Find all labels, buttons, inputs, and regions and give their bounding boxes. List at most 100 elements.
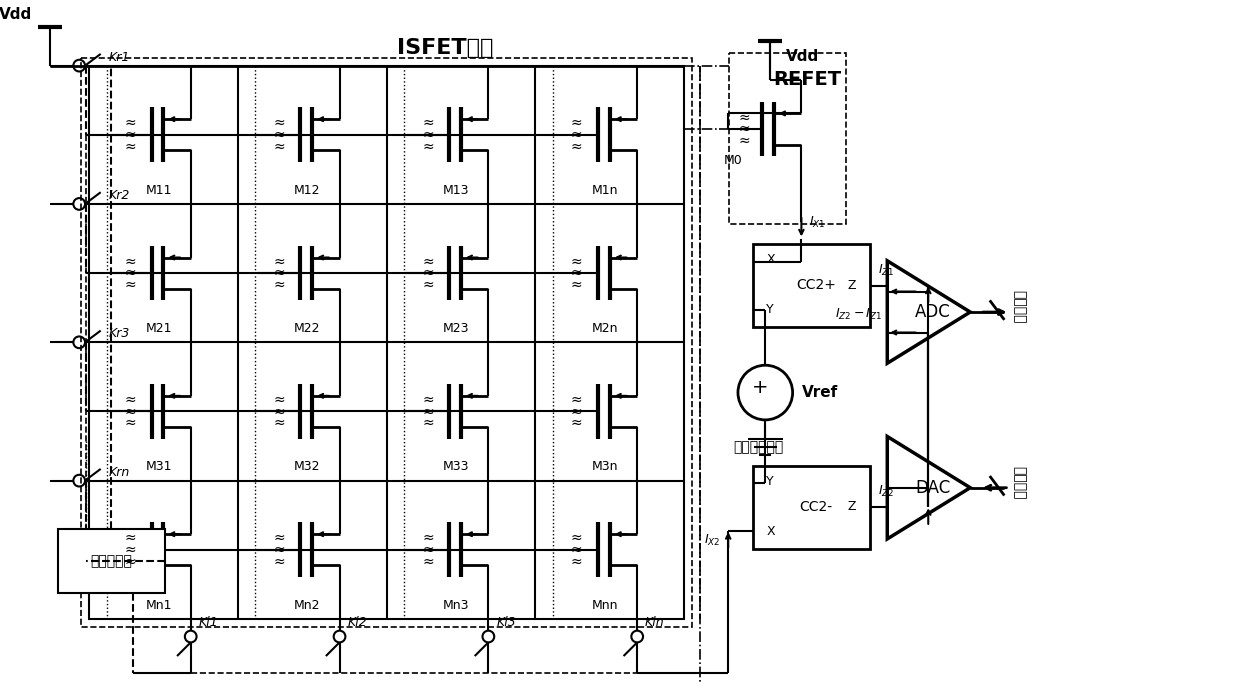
Text: ≈: ≈ xyxy=(124,139,136,154)
Text: $I_{X1}$: $I_{X1}$ xyxy=(810,214,826,229)
Text: ≈: ≈ xyxy=(124,254,136,269)
Text: +: + xyxy=(753,378,769,397)
Text: M21: M21 xyxy=(145,322,172,335)
Text: Kr2: Kr2 xyxy=(108,189,130,202)
Text: ≈: ≈ xyxy=(570,404,583,418)
Text: ≈: ≈ xyxy=(124,416,136,430)
Text: X: X xyxy=(766,254,775,267)
Text: REFET: REFET xyxy=(774,70,842,90)
Text: ≈: ≈ xyxy=(570,278,583,292)
Text: ≈: ≈ xyxy=(273,531,285,545)
Text: ≈: ≈ xyxy=(422,416,434,430)
Text: M13: M13 xyxy=(443,183,470,196)
Bar xyxy=(753,466,869,548)
Text: ≈: ≈ xyxy=(273,116,285,130)
Text: ≈: ≈ xyxy=(124,266,136,280)
Text: ≈: ≈ xyxy=(570,543,583,557)
Text: ≈: ≈ xyxy=(422,127,434,142)
Text: ≈: ≈ xyxy=(273,555,285,568)
Text: ≈: ≈ xyxy=(273,266,285,280)
Text: ≈: ≈ xyxy=(124,404,136,418)
Text: Mn1: Mn1 xyxy=(145,599,172,612)
Text: ≈: ≈ xyxy=(570,254,583,269)
Text: M22: M22 xyxy=(294,322,321,335)
Text: ≈: ≈ xyxy=(124,116,136,130)
Text: ≈: ≈ xyxy=(422,116,434,130)
Text: ≈: ≈ xyxy=(422,254,434,269)
Text: Z: Z xyxy=(848,500,856,513)
Text: ≈: ≈ xyxy=(570,139,583,154)
Text: Z: Z xyxy=(848,279,856,291)
Text: ≈: ≈ xyxy=(570,116,583,130)
Text: M33: M33 xyxy=(443,460,470,473)
Text: ISFET阵列: ISFET阵列 xyxy=(397,38,494,58)
Text: M32: M32 xyxy=(294,460,321,473)
Text: M31: M31 xyxy=(145,460,172,473)
Text: ≈: ≈ xyxy=(273,278,285,292)
Text: ≈: ≈ xyxy=(124,531,136,545)
Text: M23: M23 xyxy=(443,322,470,335)
Text: 系统输出: 系统输出 xyxy=(1012,290,1025,324)
Text: ≈: ≈ xyxy=(273,254,285,269)
Text: Kr1: Kr1 xyxy=(108,51,130,63)
Text: CC2-: CC2- xyxy=(800,500,832,514)
Text: $I_{X2}$: $I_{X2}$ xyxy=(704,533,720,548)
Text: ≈: ≈ xyxy=(273,393,285,407)
Text: Y: Y xyxy=(766,303,774,316)
Text: ≈: ≈ xyxy=(273,127,285,142)
Text: ≈: ≈ xyxy=(570,531,583,545)
Bar xyxy=(89,65,684,619)
Text: ≈: ≈ xyxy=(124,555,136,568)
Text: Kl3: Kl3 xyxy=(496,616,516,629)
Text: ≈: ≈ xyxy=(739,122,750,136)
Text: ≈: ≈ xyxy=(124,278,136,292)
Text: Mn3: Mn3 xyxy=(443,599,470,612)
Text: M1n: M1n xyxy=(591,183,619,196)
Text: ≈: ≈ xyxy=(422,555,434,568)
Text: ≈: ≈ xyxy=(422,531,434,545)
Text: Kl2: Kl2 xyxy=(347,616,367,629)
Text: ≈: ≈ xyxy=(273,404,285,418)
Bar xyxy=(729,53,846,224)
Text: ≈: ≈ xyxy=(739,110,750,124)
Text: 补唇控制电压: 补唇控制电压 xyxy=(733,440,784,454)
Text: $I_{Z2}$: $I_{Z2}$ xyxy=(878,484,894,500)
Text: ≈: ≈ xyxy=(422,543,434,557)
Text: Kl1: Kl1 xyxy=(198,616,218,629)
Polygon shape xyxy=(888,261,970,363)
Text: ≈: ≈ xyxy=(273,139,285,154)
Bar xyxy=(753,244,869,327)
Text: Y: Y xyxy=(766,475,774,488)
Text: CC2+: CC2+ xyxy=(796,278,836,292)
Text: ≈: ≈ xyxy=(570,416,583,430)
Text: DAC: DAC xyxy=(915,479,951,497)
Text: ≈: ≈ xyxy=(273,543,285,557)
Text: ≈: ≈ xyxy=(422,139,434,154)
Text: M3n: M3n xyxy=(591,460,619,473)
Bar xyxy=(81,58,692,627)
Text: Vref: Vref xyxy=(802,385,838,400)
Text: ADC: ADC xyxy=(915,303,951,321)
Text: ≈: ≈ xyxy=(124,543,136,557)
Text: Kr3: Kr3 xyxy=(108,327,130,340)
Text: M0: M0 xyxy=(724,154,743,167)
Text: ≈: ≈ xyxy=(124,393,136,407)
Text: 补唇控制: 补唇控制 xyxy=(1012,466,1025,500)
Text: ≈: ≈ xyxy=(570,266,583,280)
Text: M12: M12 xyxy=(294,183,321,196)
Text: ≈: ≈ xyxy=(273,416,285,430)
Text: ≈: ≈ xyxy=(422,404,434,418)
Polygon shape xyxy=(888,436,970,539)
Text: Mn2: Mn2 xyxy=(294,599,321,612)
Text: ≈: ≈ xyxy=(124,127,136,142)
Text: Mnn: Mnn xyxy=(591,599,619,612)
Text: ≈: ≈ xyxy=(422,266,434,280)
Text: ≈: ≈ xyxy=(739,134,750,147)
Text: Vdd: Vdd xyxy=(0,7,32,21)
Text: ≈: ≈ xyxy=(570,127,583,142)
Text: ≈: ≈ xyxy=(422,278,434,292)
Text: Vdd: Vdd xyxy=(786,49,820,64)
Text: M11: M11 xyxy=(145,183,172,196)
Text: ≈: ≈ xyxy=(422,393,434,407)
Text: X: X xyxy=(766,524,775,537)
